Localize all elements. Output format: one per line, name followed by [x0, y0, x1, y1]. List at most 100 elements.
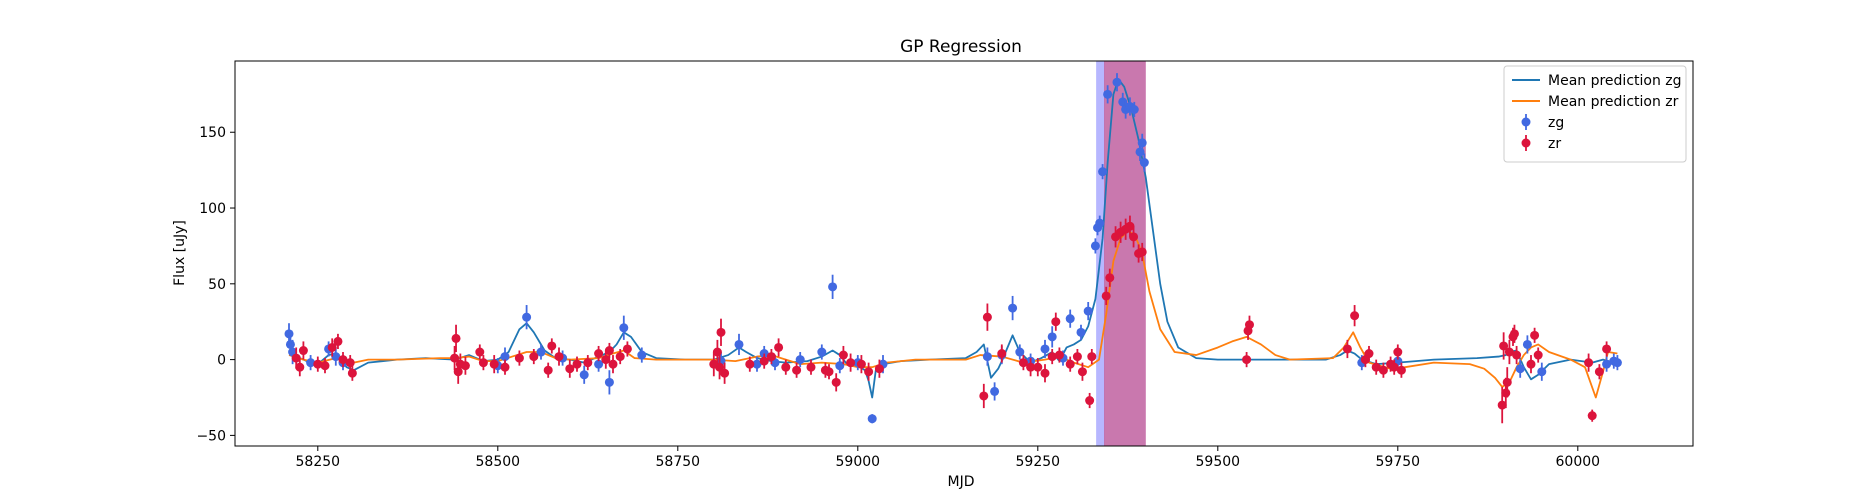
zr-point — [1065, 356, 1075, 372]
zg-marker — [579, 370, 589, 380]
zg-point — [1040, 339, 1050, 359]
zg-point — [795, 352, 805, 368]
zg-series — [284, 73, 1622, 424]
zg-marker — [1602, 359, 1612, 369]
y-tick-label: 50 — [208, 277, 226, 293]
zr-point — [716, 318, 726, 346]
zr-point — [1040, 364, 1050, 383]
zr-marker — [1040, 368, 1050, 378]
zr-point — [1364, 345, 1374, 362]
y-tick-label: −50 — [196, 428, 226, 444]
zr-marker — [1389, 362, 1399, 372]
zr-marker — [608, 359, 618, 369]
legend: Mean prediction zg Mean prediction zr zg zr — [1503, 65, 1687, 163]
zg-marker — [1129, 105, 1139, 115]
zr-point — [1054, 347, 1064, 363]
zg-marker — [500, 352, 510, 362]
zr-point — [864, 362, 874, 381]
y-tick-label: 0 — [217, 353, 226, 369]
zr-point — [451, 324, 461, 353]
zr-point — [997, 344, 1007, 363]
zr-marker — [313, 359, 323, 369]
zr-point — [345, 355, 355, 371]
zr-marker — [1602, 344, 1612, 354]
zr-point — [1499, 332, 1509, 360]
zg-marker — [1612, 358, 1622, 368]
zr-marker — [594, 349, 604, 359]
zr-marker — [1587, 411, 1597, 421]
zr-marker — [450, 353, 460, 363]
zr-point — [1018, 355, 1028, 371]
zg-point — [1139, 153, 1149, 172]
zg-point — [1008, 295, 1018, 321]
zr-marker — [874, 364, 884, 374]
zr-point — [1594, 364, 1604, 380]
zr-point — [806, 359, 816, 375]
x-tick-label: 60000 — [1556, 454, 1601, 470]
zr-point — [1502, 367, 1512, 398]
legend-box — [1503, 65, 1687, 163]
zr-marker — [543, 365, 553, 375]
zr-point — [1389, 359, 1399, 375]
zg-marker — [835, 361, 845, 371]
zr-point — [1051, 312, 1061, 331]
zr-point — [622, 341, 632, 357]
zr-marker — [1072, 352, 1082, 362]
zr-marker — [831, 377, 841, 387]
zr-marker — [1504, 347, 1514, 357]
zr-point — [774, 338, 784, 357]
x-tick-label: 58750 — [656, 454, 701, 470]
zr-point — [594, 345, 604, 362]
zr-point — [475, 344, 485, 360]
zg-marker — [619, 323, 629, 333]
zr-marker — [451, 333, 461, 343]
axes-frame — [234, 60, 1694, 447]
zr-point — [529, 348, 539, 365]
zg-marker — [1139, 158, 1149, 168]
x-axis-title: MJD — [948, 474, 975, 490]
zr-point — [500, 359, 510, 375]
zg-point — [1515, 359, 1525, 378]
zr-point — [1371, 359, 1381, 375]
zr-marker — [824, 367, 834, 377]
zg-marker — [1047, 332, 1057, 342]
zg-marker — [1015, 347, 1025, 357]
zr-marker — [1051, 317, 1061, 327]
zr-point — [547, 338, 557, 354]
zr-marker — [295, 362, 305, 372]
zr-point — [1396, 362, 1406, 378]
zr-point — [1087, 348, 1097, 365]
zr-marker — [864, 367, 874, 377]
zr-marker — [1512, 350, 1522, 360]
zg-point — [1047, 326, 1057, 348]
zg-marker — [604, 377, 614, 387]
zr-point — [824, 364, 834, 380]
legend-marker-swatch — [1521, 117, 1531, 127]
zr-marker — [1137, 247, 1147, 257]
zg-marker — [867, 414, 877, 424]
zr-marker — [759, 356, 769, 366]
zg-point — [752, 356, 762, 372]
zr-point — [838, 345, 848, 365]
zr-point — [1072, 348, 1082, 365]
zg-marker — [1103, 89, 1113, 99]
zr-point — [1125, 215, 1135, 237]
zr-point — [1350, 305, 1360, 327]
zr-marker — [347, 368, 357, 378]
zr-point — [1584, 353, 1594, 372]
zr-marker — [1364, 349, 1374, 359]
zr-marker — [1393, 347, 1403, 357]
y-axis-title: Flux [uJy] — [172, 220, 188, 286]
zr-point — [615, 348, 625, 365]
zg-point — [982, 347, 992, 366]
zr-marker — [856, 359, 866, 369]
zg-marker — [1076, 327, 1086, 337]
zg-point — [817, 344, 827, 360]
zg-point — [1090, 238, 1100, 254]
zr-point — [1530, 327, 1540, 343]
zr-point — [1129, 226, 1139, 248]
zr-point — [489, 355, 499, 374]
zg-point — [828, 274, 838, 299]
zr-marker — [715, 362, 725, 372]
